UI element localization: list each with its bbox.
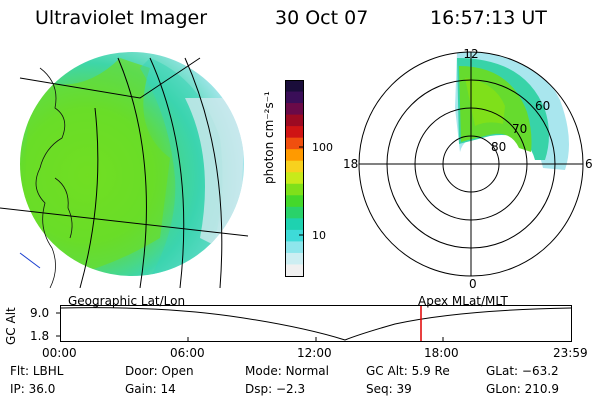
x-tick-0000: 00:00	[42, 346, 77, 360]
mode-label: Mode:	[245, 364, 282, 378]
gain-value: 14	[160, 382, 176, 396]
date-label: 30 Oct 07	[275, 7, 369, 29]
gcalt-field: GC Alt: 5.9 Re	[366, 364, 450, 378]
gc-alt-axis-title: GC Alt	[4, 307, 18, 345]
filter-label: Flt:	[10, 364, 29, 378]
lat-lon-grid	[0, 57, 249, 288]
colorbar-unit-label: photon cm⁻²s⁻¹	[262, 91, 276, 184]
glon-field: GLon: 210.9	[486, 382, 559, 396]
ip-field: IP: 36.0	[10, 382, 55, 396]
colorbar-cell	[286, 229, 303, 243]
geographic-aurora-image	[0, 52, 249, 288]
filter-value: LBHL	[32, 364, 64, 378]
mode-field: Mode: Normal	[245, 364, 329, 378]
glon-label: GLon:	[486, 382, 521, 396]
gcalt-value: 5.9 Re	[411, 364, 450, 378]
mode-value: Normal	[285, 364, 329, 378]
apex-mlat-mlt-label: Apex MLat/MLT	[418, 294, 508, 308]
ip-value: 36.0	[28, 382, 56, 396]
colorbar-cell	[286, 149, 303, 162]
lat-label-80: 80	[491, 140, 506, 154]
colorbar-cell	[286, 91, 303, 104]
seq-label: Seq:	[366, 382, 393, 396]
dsp-value: −2.3	[275, 382, 306, 396]
terminator-line	[19, 252, 41, 269]
gain-field: Gain: 14	[125, 382, 176, 396]
colorbar-cell	[286, 80, 303, 93]
colorbar-cell	[286, 160, 303, 173]
polar-grid	[358, 51, 584, 277]
colorbar-tick-10: 10	[312, 229, 326, 242]
glat-label: GLat:	[486, 364, 519, 378]
dsp-label: Dsp:	[245, 382, 273, 396]
colorbar-cell	[286, 264, 303, 277]
mlt-label-0: 0	[469, 277, 477, 290]
geographic-latlon-label: Geographic Lat/Lon	[68, 294, 186, 308]
colorbar-cell	[286, 137, 303, 150]
timeline-frame	[60, 305, 572, 342]
glat-value: −63.2	[521, 364, 559, 378]
ip-label: IP:	[10, 382, 25, 396]
seq-value: 39	[396, 382, 412, 396]
mlt-label-6: 6	[585, 157, 593, 171]
x-tick-1200: 12:00	[297, 346, 332, 360]
lat-label-60: 60	[535, 99, 550, 113]
time-label: 16:57:13 UT	[430, 7, 547, 29]
colorbar	[285, 80, 304, 277]
x-tick-2359: 23:59	[553, 346, 588, 360]
altitude-timeline	[56, 305, 572, 342]
filter-field: Flt: LBHL	[10, 364, 63, 378]
y-tick-9: 9.0	[30, 306, 50, 320]
door-field: Door: Open	[125, 364, 194, 378]
colorbar-cell	[286, 103, 303, 116]
polar-aurora-region	[455, 52, 569, 170]
colorbar-cells	[286, 80, 303, 277]
colorbar-cell	[286, 252, 303, 266]
gain-label: Gain:	[125, 382, 157, 396]
seq-field: Seq: 39	[366, 382, 412, 396]
polar-mlt-plot: 12 18 6 0 60 70 80	[343, 47, 593, 290]
instrument-title: Ultraviolet Imager	[35, 7, 208, 29]
mlt-label-12: 12	[463, 47, 478, 61]
coastline	[35, 67, 73, 288]
glat-field: GLat: −63.2	[486, 364, 559, 378]
y-tick-1-8: 1.8	[30, 329, 50, 343]
door-value: Open	[161, 364, 194, 378]
x-tick-0600: 06:00	[170, 346, 205, 360]
colorbar-cell	[286, 172, 303, 185]
x-tick-1800: 18:00	[424, 346, 459, 360]
colorbar-cell	[286, 114, 303, 127]
colorbar-cell	[286, 206, 303, 219]
mlt-label-18: 18	[343, 157, 358, 171]
colorbar-tick-100: 100	[312, 141, 333, 154]
glon-value: 210.9	[524, 382, 559, 396]
colorbar-cell	[286, 241, 303, 254]
colorbar-cell	[286, 218, 303, 231]
door-label: Door:	[125, 364, 158, 378]
dsp-field: Dsp: −2.3	[245, 382, 305, 396]
colorbar-cell	[286, 126, 303, 139]
lat-label-70: 70	[512, 122, 527, 136]
altitude-curve	[60, 307, 572, 341]
colorbar-cell	[286, 183, 303, 196]
gcalt-label: GC Alt:	[366, 364, 408, 378]
colorbar-cell	[286, 195, 303, 208]
